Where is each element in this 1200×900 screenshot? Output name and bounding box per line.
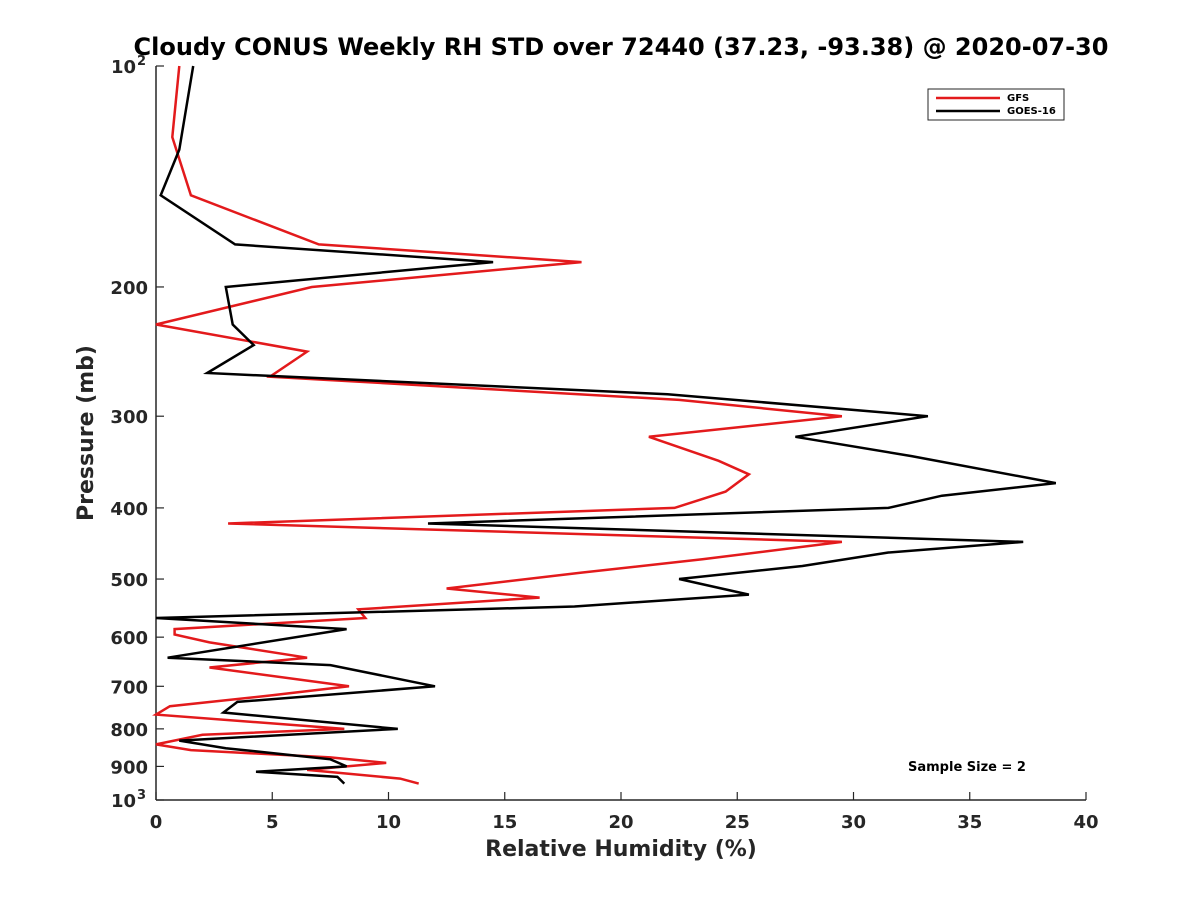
y-tick-label: 900 [110,757,148,778]
y-tick-label: 10 [111,791,136,812]
sample-size-annotation: Sample Size = 2 [908,760,1026,775]
x-tick-label: 30 [841,812,866,833]
x-tick-label: 20 [608,812,633,833]
x-tick-label: 35 [957,812,982,833]
y-tick-label: 10 [111,57,136,78]
y-tick-label: 800 [110,720,148,741]
chart-title: Cloudy CONUS Weekly RH STD over 72440 (3… [134,33,1109,61]
x-axis-ticks: 0 5 10 15 20 25 30 35 40 [150,792,1099,833]
y-axis-label: Pressure (mb) [74,345,99,521]
plot-axes [155,66,1086,801]
y-tick-label: 700 [110,677,148,698]
legend-box [927,88,1065,121]
series-layer [152,65,1057,785]
x-axis-label: Relative Humidity (%) [485,837,757,862]
legend: GFS GOES-16 [927,88,1065,121]
x-tick-label: 40 [1073,812,1098,833]
series-line-goes16 [155,65,1057,785]
y-tick-label: 500 [110,570,148,591]
y-tick-label: 400 [110,499,148,520]
x-tick-label: 25 [725,812,750,833]
y-tick-label: 300 [110,407,148,428]
x-tick-label: 15 [492,812,517,833]
x-tick-label: 0 [150,812,163,833]
y-tick-label: 600 [110,628,148,649]
y-tick-exponent: 3 [137,788,146,803]
legend-label-gfs: GFS [1007,93,1029,104]
x-tick-label: 10 [376,812,401,833]
series-line-gfs [152,65,843,785]
y-tick-exponent: 2 [137,54,146,69]
x-tick-label: 5 [266,812,279,833]
legend-label-goes16: GOES-16 [1007,106,1056,117]
y-tick-label: 200 [110,278,148,299]
